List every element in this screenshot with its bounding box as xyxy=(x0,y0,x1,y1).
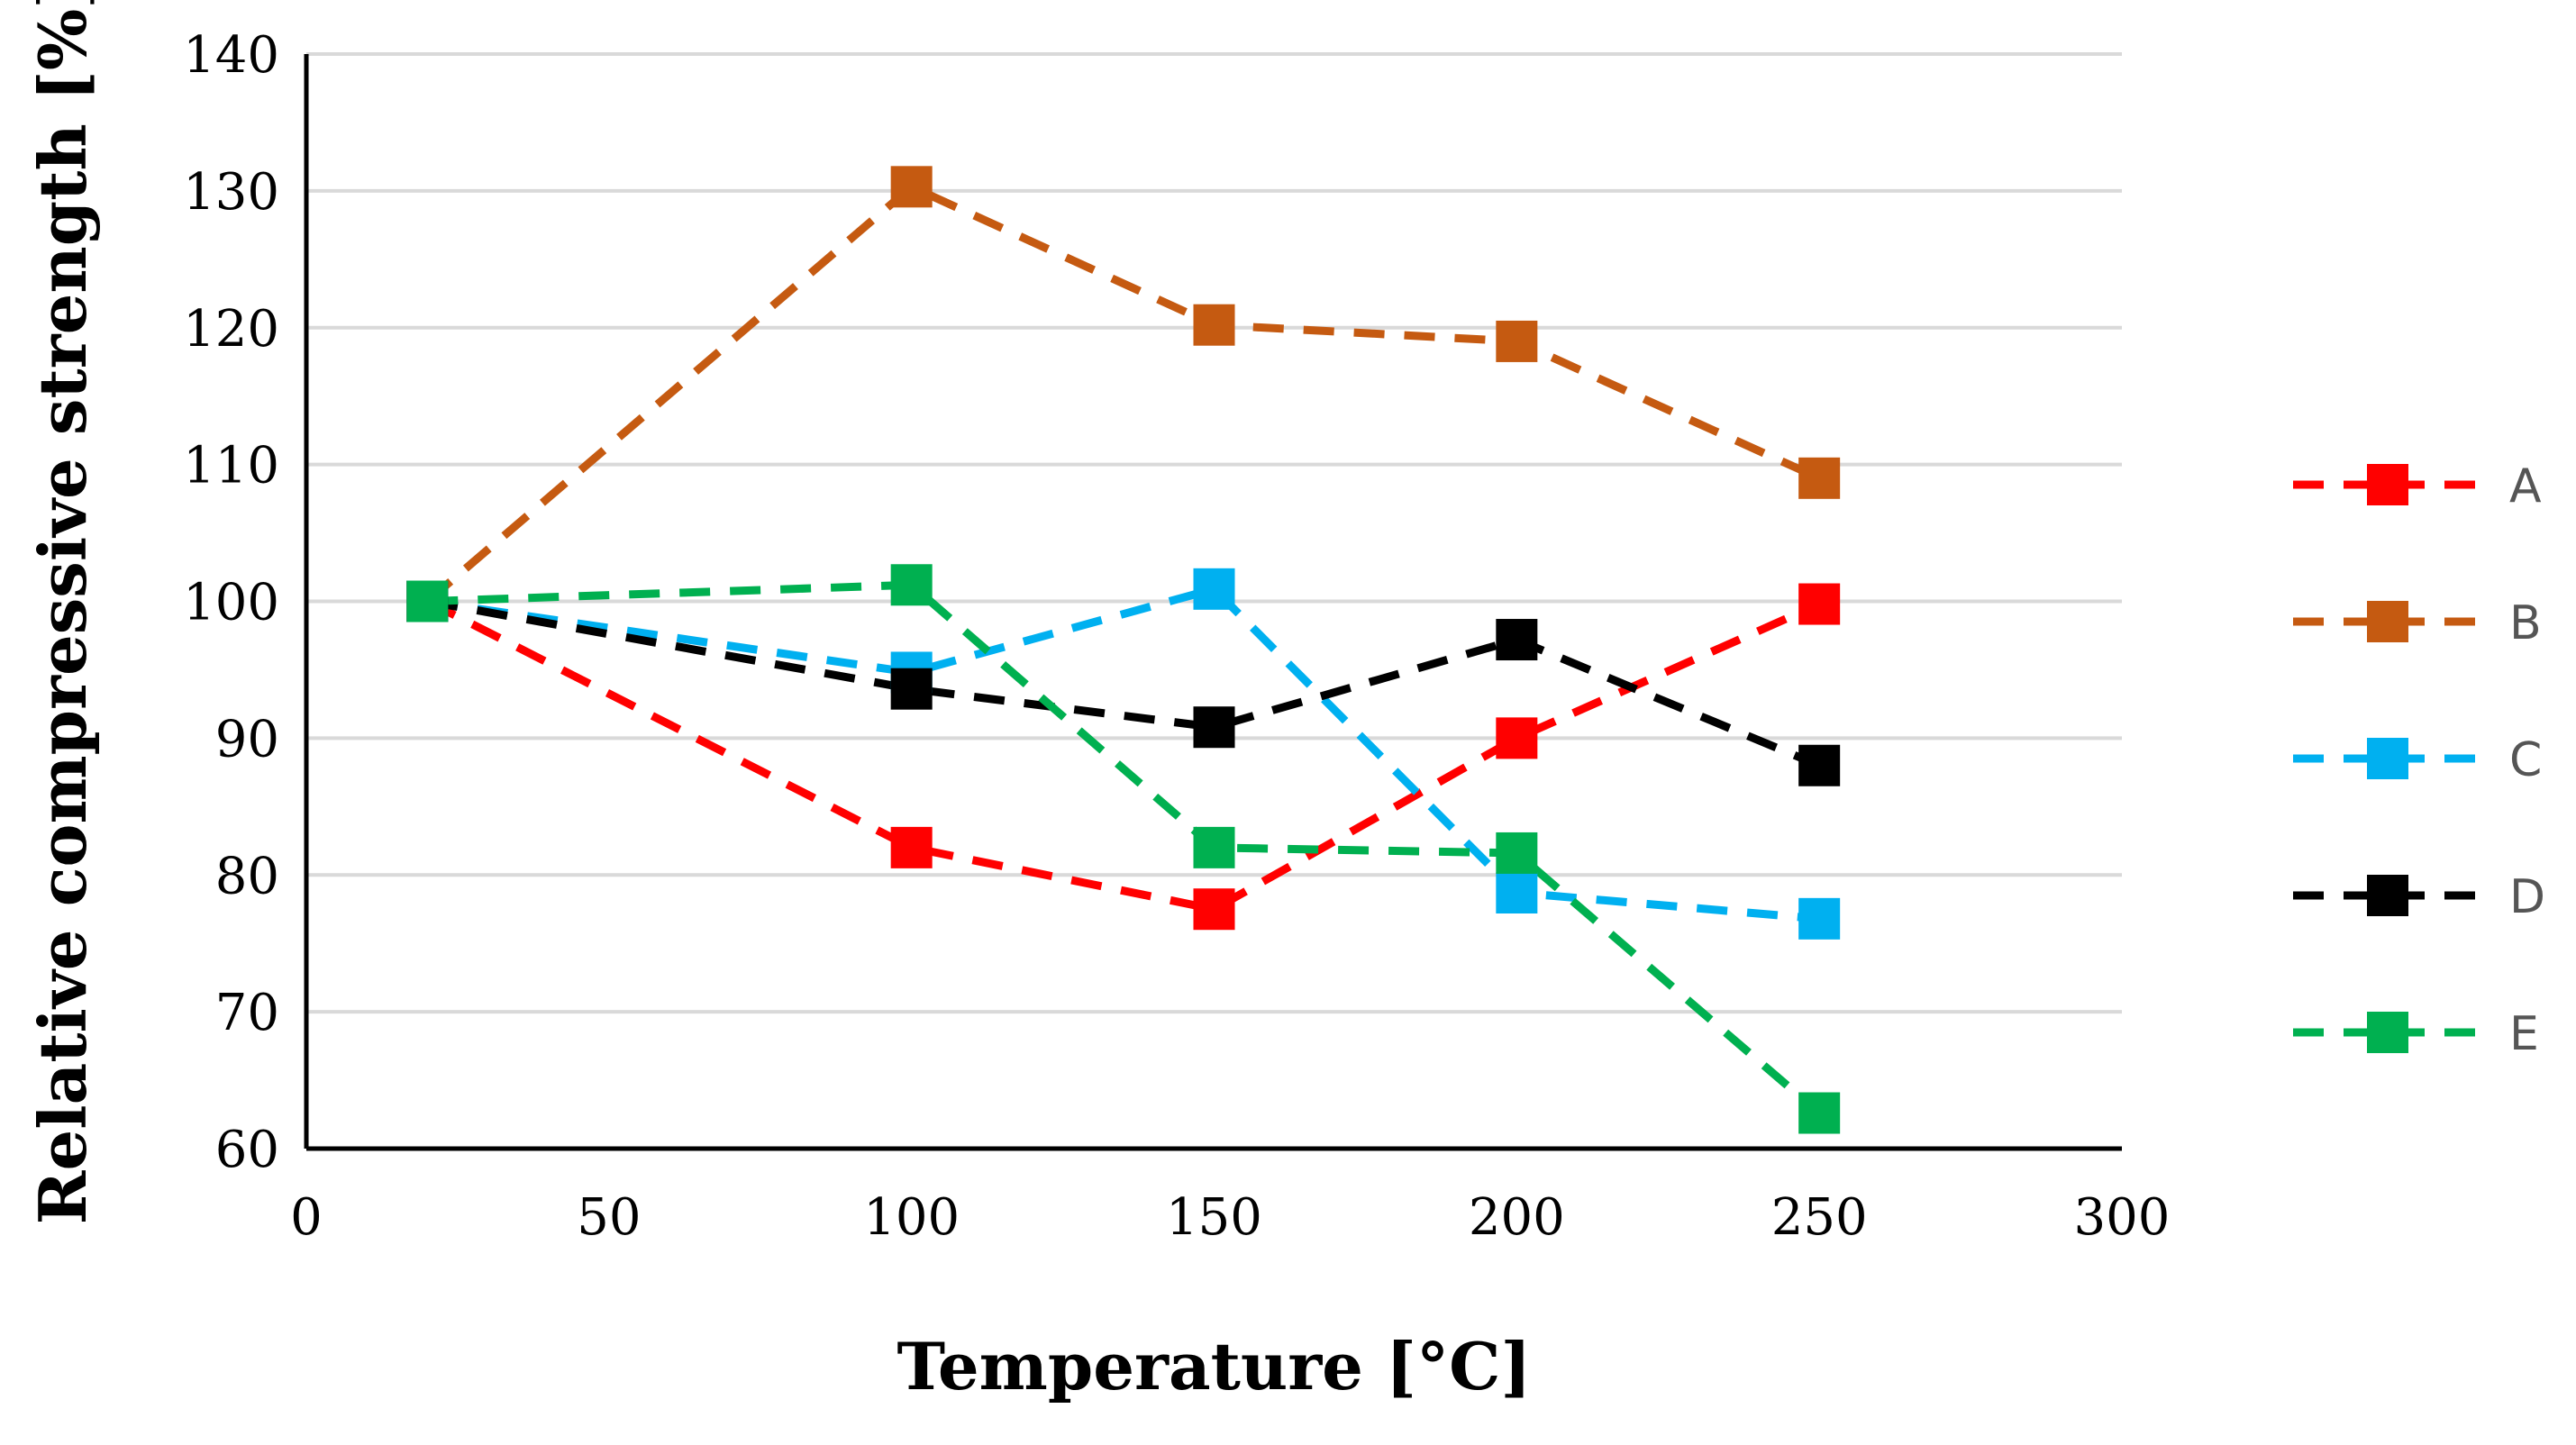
y-tick-label: 60 xyxy=(215,1121,279,1179)
marker-E xyxy=(1496,832,1538,874)
series-line-D xyxy=(426,597,1821,769)
y-tick-label: 70 xyxy=(215,984,279,1042)
legend-label: D xyxy=(2509,870,2545,924)
legend-label: E xyxy=(2509,1007,2539,1061)
marker-A xyxy=(890,826,933,868)
marker-B xyxy=(890,166,933,208)
legend-label: C xyxy=(2509,733,2542,787)
legend: A B C D E xyxy=(2293,459,2545,1061)
series-line-B xyxy=(424,182,1822,604)
y-tick-label: 80 xyxy=(215,847,279,905)
y-axis-title: Relative compressive strength [%] xyxy=(24,0,101,1224)
x-tick-label: 100 xyxy=(863,1188,960,1247)
series-line-E xyxy=(427,580,1823,1116)
x-tick-label: 250 xyxy=(1771,1188,1868,1247)
axes xyxy=(304,54,2122,1151)
x-tick-label: 300 xyxy=(2074,1188,2171,1247)
marker-A xyxy=(1798,583,1841,625)
marker-C xyxy=(1496,871,1538,913)
legend-item-A: A xyxy=(2293,459,2542,513)
marker-E xyxy=(406,580,449,623)
y-tick-label: 90 xyxy=(215,710,279,768)
legend-item-B: B xyxy=(2293,596,2542,650)
marker-A xyxy=(1193,888,1235,931)
y-tick-label: 100 xyxy=(183,574,279,632)
x-tick-label: 150 xyxy=(1166,1188,1262,1247)
marker-B xyxy=(1798,457,1841,499)
marker-B xyxy=(1496,320,1538,362)
x-tick-label: 0 xyxy=(290,1188,323,1247)
series-lines xyxy=(424,182,1823,1116)
series-markers xyxy=(406,166,1841,1134)
marker-A xyxy=(1496,717,1538,759)
marker-E xyxy=(890,564,933,606)
marker-C xyxy=(1798,897,1841,940)
marker-B xyxy=(1193,304,1235,346)
legend-item-E: E xyxy=(2293,1007,2539,1061)
marker-E xyxy=(1798,1092,1841,1134)
legend-swatch-marker xyxy=(2367,738,2408,779)
x-tick-label: 200 xyxy=(1469,1188,1565,1247)
x-tick-labels: 0 50 100 150 200 250 300 xyxy=(290,1188,2170,1247)
x-tick-label: 50 xyxy=(577,1188,641,1247)
marker-D xyxy=(1193,706,1235,749)
legend-swatch-marker xyxy=(2367,601,2408,642)
x-axis-title: Temperature [°C] xyxy=(897,1328,1532,1404)
legend-item-D: D xyxy=(2293,870,2545,924)
y-tick-label: 110 xyxy=(183,437,279,495)
legend-item-C: C xyxy=(2293,733,2542,787)
legend-swatch-marker xyxy=(2367,464,2408,505)
marker-E xyxy=(1193,826,1235,868)
series-line-C xyxy=(426,585,1820,923)
y-tick-labels: 60 70 80 90 100 110 120 130 140 xyxy=(183,26,279,1179)
series-line-A xyxy=(425,597,1821,913)
y-tick-label: 120 xyxy=(183,300,279,359)
y-tick-label: 140 xyxy=(183,26,279,85)
marker-C xyxy=(1193,568,1235,610)
y-tick-label: 130 xyxy=(183,163,279,222)
legend-swatch-marker xyxy=(2367,875,2408,916)
marker-D xyxy=(890,668,933,710)
marker-D xyxy=(1496,619,1538,661)
legend-label: A xyxy=(2509,459,2542,513)
legend-label: B xyxy=(2509,596,2542,650)
marker-D xyxy=(1798,744,1841,786)
legend-swatch-marker xyxy=(2367,1012,2408,1053)
